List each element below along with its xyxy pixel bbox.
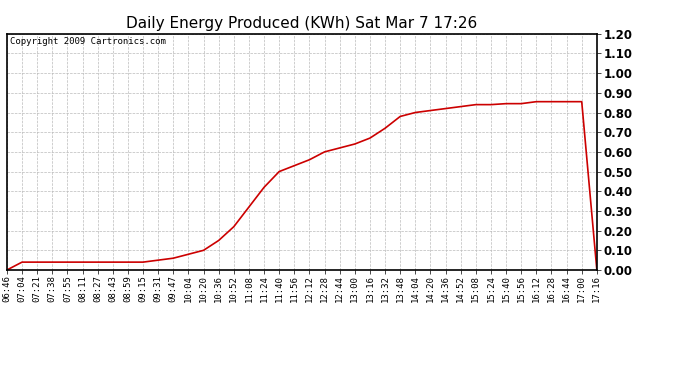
Title: Daily Energy Produced (KWh) Sat Mar 7 17:26: Daily Energy Produced (KWh) Sat Mar 7 17… [126, 16, 477, 31]
Text: Copyright 2009 Cartronics.com: Copyright 2009 Cartronics.com [10, 37, 166, 46]
